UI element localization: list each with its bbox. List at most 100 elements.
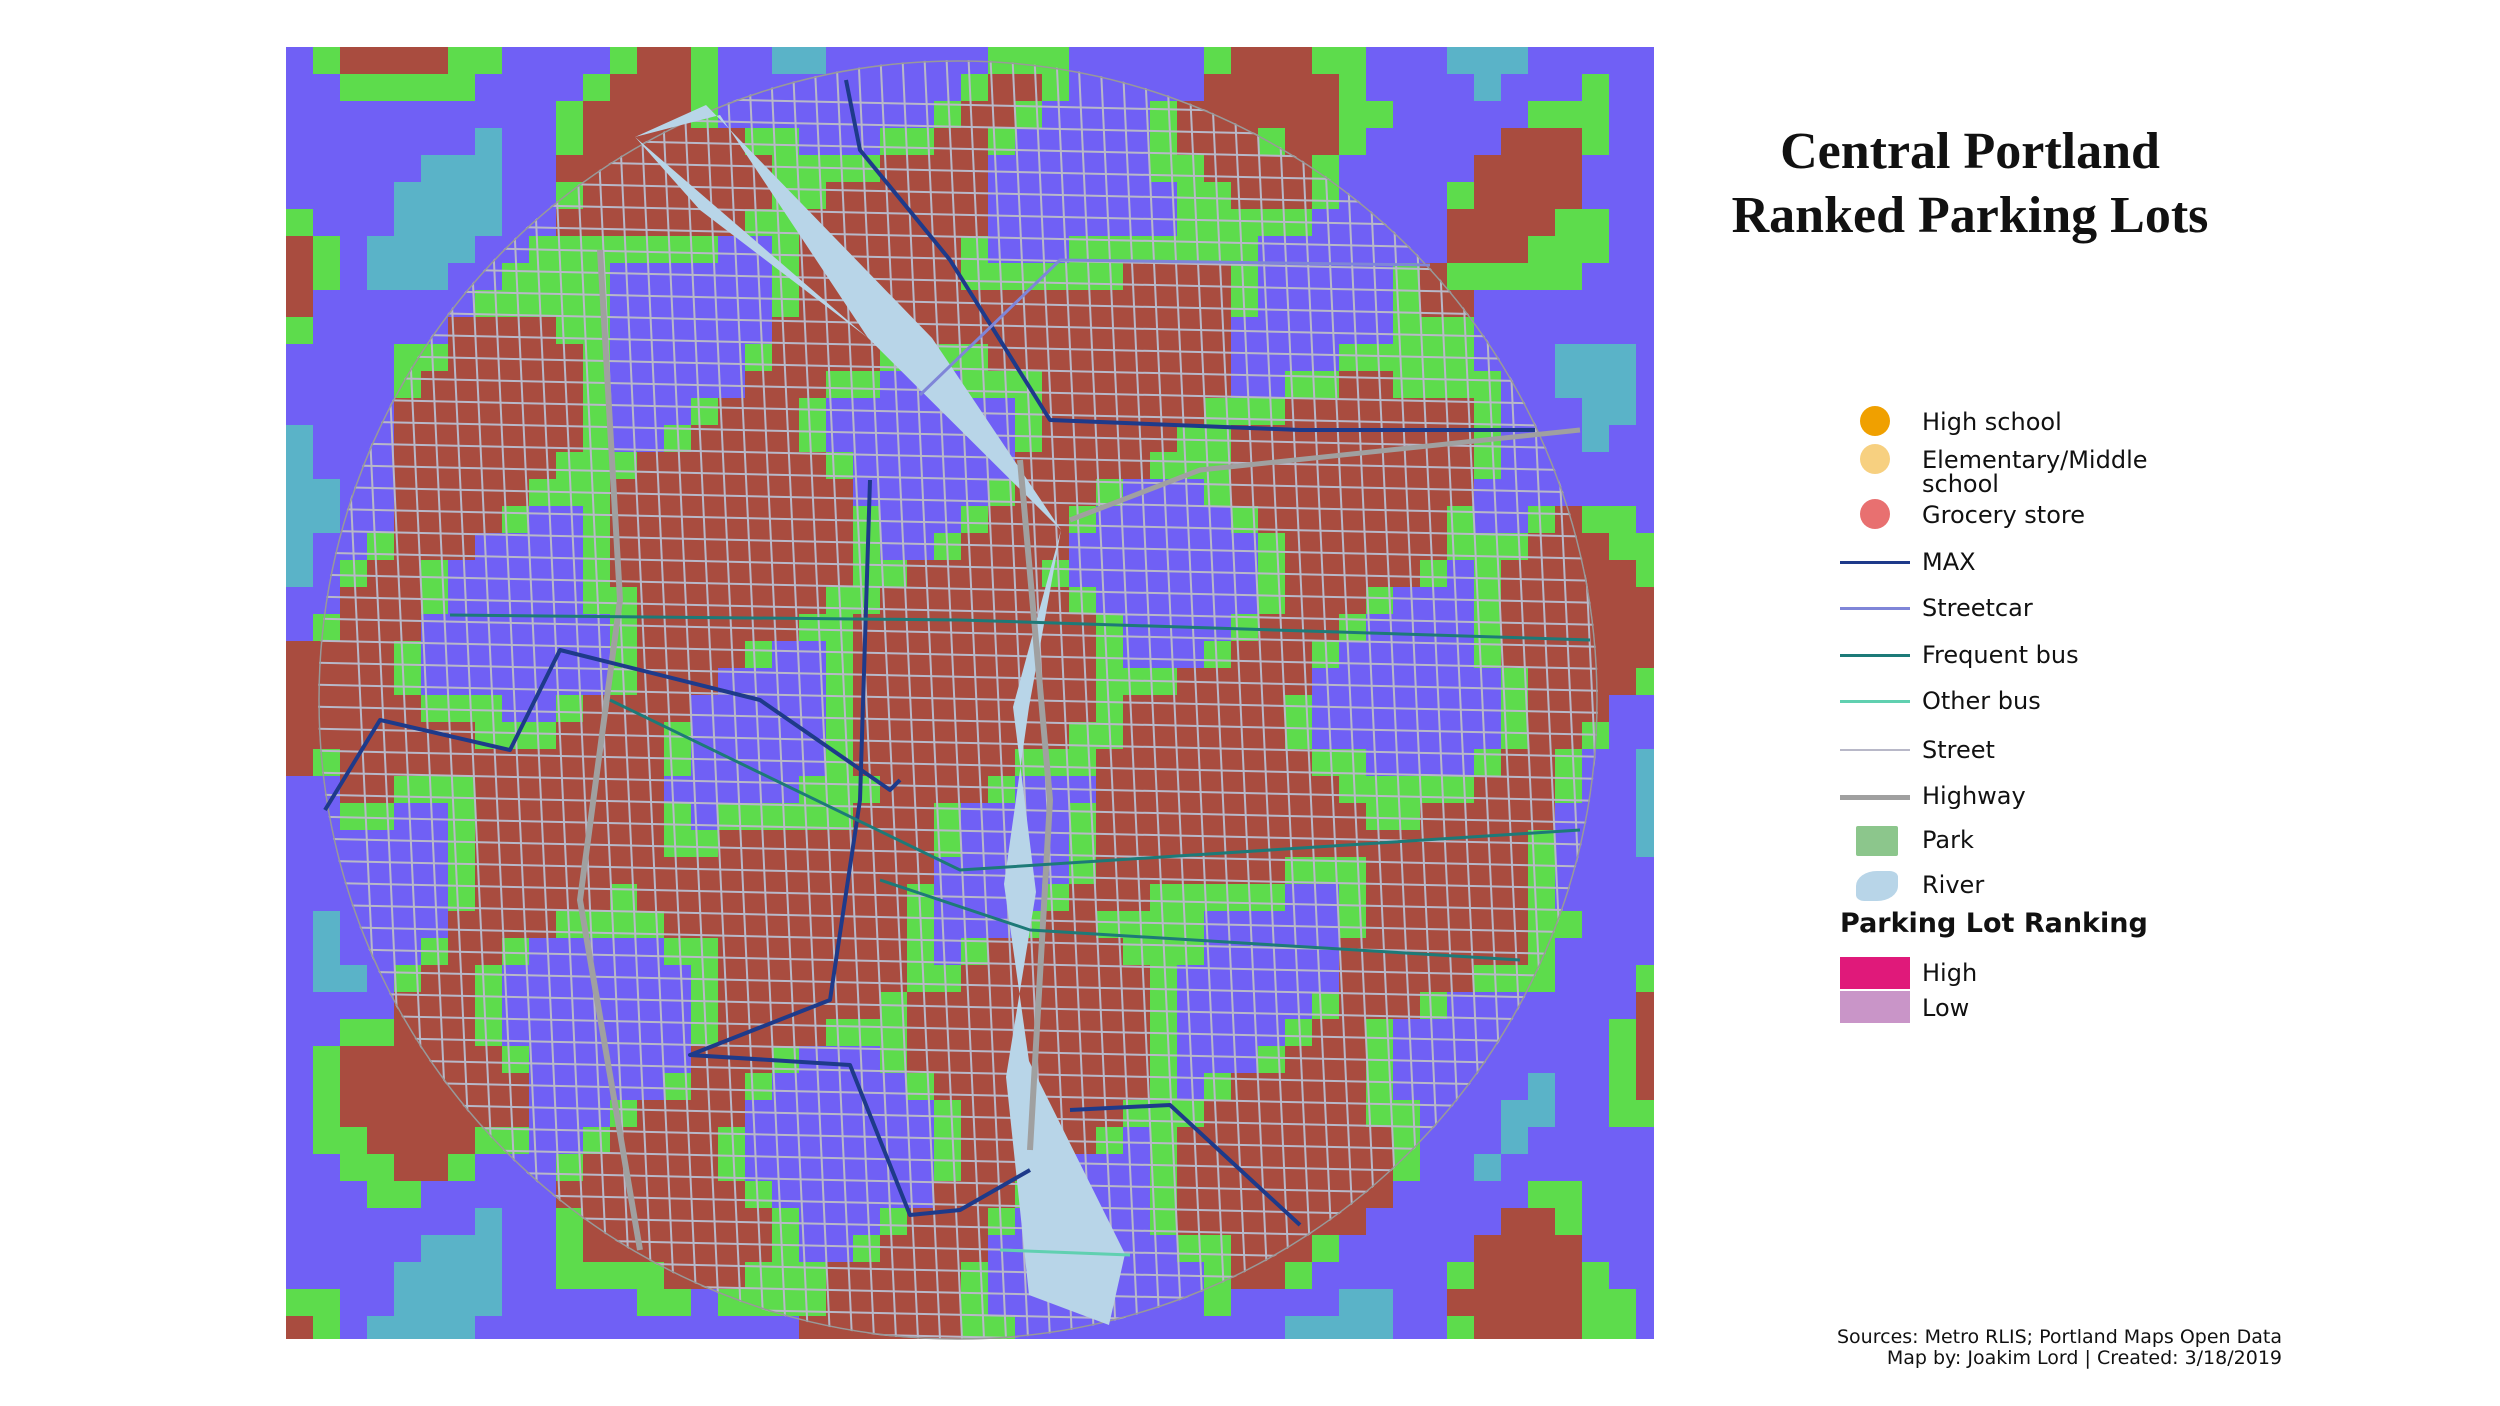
land-cell <box>448 1289 476 1317</box>
land-cell <box>1123 1127 1151 1155</box>
land-cell <box>421 965 449 993</box>
land-cell <box>1474 1181 1502 1209</box>
land-cell <box>313 938 341 966</box>
land-cell <box>448 47 476 75</box>
land-cell <box>799 830 827 858</box>
land-cell <box>1636 236 1654 264</box>
land-cell <box>367 776 395 804</box>
land-cell <box>448 614 476 642</box>
land-cell <box>394 1100 422 1128</box>
land-cell <box>637 1289 665 1317</box>
land-cell <box>286 371 314 399</box>
land-cell <box>745 830 773 858</box>
land-cell <box>1177 803 1205 831</box>
land-cell <box>1393 857 1421 885</box>
land-cell <box>1393 1181 1421 1209</box>
street <box>318 969 1598 1001</box>
land-cell <box>1582 209 1610 237</box>
land-cell <box>1582 1100 1610 1128</box>
land-cell <box>610 236 638 264</box>
land-cell <box>610 1343 638 1371</box>
land-cell <box>529 1235 557 1263</box>
land-cell <box>880 1316 908 1339</box>
land-cell <box>637 479 665 507</box>
land-cell <box>529 1316 557 1339</box>
land-cell <box>1636 911 1654 939</box>
land-cell <box>1636 425 1654 453</box>
land-cell <box>313 209 341 237</box>
land-cell <box>1555 290 1583 318</box>
land-cell <box>421 236 449 264</box>
land-cell <box>1555 1289 1583 1317</box>
land-cell <box>1420 1316 1448 1339</box>
land-cell <box>1474 74 1502 102</box>
land-cell <box>691 398 719 426</box>
land-cell <box>1501 74 1529 102</box>
land-cell <box>286 587 314 615</box>
land-cell <box>340 830 368 858</box>
land-cell <box>1609 695 1637 723</box>
land-cell <box>367 155 395 183</box>
land-cell <box>1339 101 1367 129</box>
street <box>725 60 787 1340</box>
land-cell <box>1474 371 1502 399</box>
land-cell <box>1609 938 1637 966</box>
land-cell <box>610 587 638 615</box>
land-cell <box>637 1019 665 1047</box>
land-cell <box>1150 506 1178 534</box>
land-cell <box>1096 1127 1124 1155</box>
land-cell <box>1474 1208 1502 1236</box>
land-cell <box>934 776 962 804</box>
land-cell <box>1204 1181 1232 1209</box>
land-cell <box>718 992 746 1020</box>
land-cell <box>313 182 341 210</box>
land-cell <box>286 1127 314 1155</box>
land-cell <box>313 317 341 345</box>
land-cell <box>853 1262 881 1290</box>
land-cell <box>826 1235 854 1263</box>
land-cell <box>691 1100 719 1128</box>
land-cell <box>502 128 530 156</box>
land-cell <box>691 911 719 939</box>
land-cell <box>529 317 557 345</box>
land-cell <box>718 398 746 426</box>
land-cell <box>1636 560 1654 588</box>
land-cell <box>961 749 989 777</box>
land-cell <box>394 47 422 75</box>
land-cell <box>340 1289 368 1317</box>
street <box>747 60 809 1340</box>
land-cell <box>1393 1019 1421 1047</box>
land-cell <box>1555 344 1583 372</box>
land-cell <box>1177 695 1205 723</box>
land-cell <box>367 1289 395 1317</box>
land-cell <box>745 506 773 534</box>
land-cell <box>1447 1019 1475 1047</box>
land-cell <box>556 1343 584 1371</box>
land-cell <box>421 1262 449 1290</box>
land-cell <box>907 668 935 696</box>
land-cell <box>1069 479 1097 507</box>
land-cell <box>691 641 719 669</box>
land-cell <box>1258 47 1286 75</box>
land-cell <box>1528 1073 1556 1101</box>
land-cell <box>1663 1316 1691 1344</box>
land-cell <box>880 452 908 480</box>
land-cell <box>1420 992 1448 1020</box>
land-cell <box>1663 1046 1691 1074</box>
land-cell <box>880 1046 908 1074</box>
land-cell <box>880 1343 908 1371</box>
land-cell <box>1609 128 1637 156</box>
land-cell <box>1096 47 1124 75</box>
land-cell <box>313 560 341 588</box>
land-cell <box>1582 938 1610 966</box>
land-cell <box>1096 1343 1124 1371</box>
land-cell <box>1501 317 1529 345</box>
land-cell <box>1555 1235 1583 1263</box>
land-cell <box>475 1316 503 1339</box>
land-cell <box>286 263 314 291</box>
land-cell <box>637 884 665 912</box>
land-cell <box>1204 1343 1232 1371</box>
land-cell <box>313 1235 341 1263</box>
land-cell <box>1285 101 1313 129</box>
land-cell <box>1663 560 1691 588</box>
